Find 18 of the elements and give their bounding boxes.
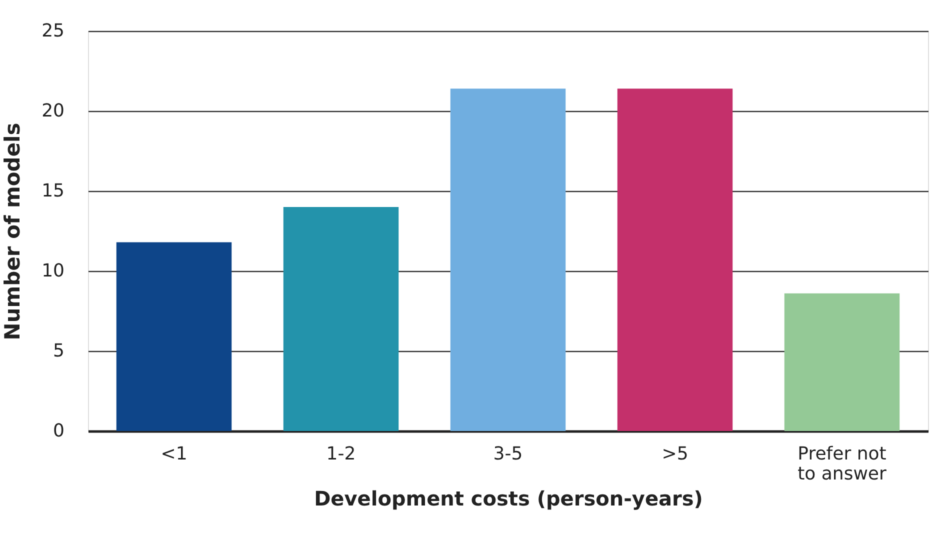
y-tick-label: 10 bbox=[42, 260, 64, 282]
bar bbox=[283, 207, 399, 431]
x-axis-title: Development costs (person-years) bbox=[314, 486, 703, 510]
y-tick-label: 5 bbox=[53, 340, 64, 362]
x-tick-label: Prefer not to answer bbox=[798, 444, 887, 484]
y-tick-label: 15 bbox=[42, 180, 64, 202]
y-axis-title: Number of models bbox=[0, 122, 25, 340]
y-tick-label: 20 bbox=[42, 100, 64, 122]
y-tick-label: 25 bbox=[42, 20, 64, 42]
bar bbox=[450, 88, 566, 431]
bar bbox=[116, 242, 232, 431]
x-tick-label: 3-5 bbox=[493, 444, 523, 464]
y-tick-label: 0 bbox=[53, 420, 64, 442]
x-tick-label: 1-2 bbox=[326, 444, 356, 464]
x-tick-label: >5 bbox=[662, 444, 688, 464]
bar bbox=[784, 293, 900, 431]
bar bbox=[617, 88, 733, 431]
x-tick-label: <1 bbox=[160, 444, 188, 464]
